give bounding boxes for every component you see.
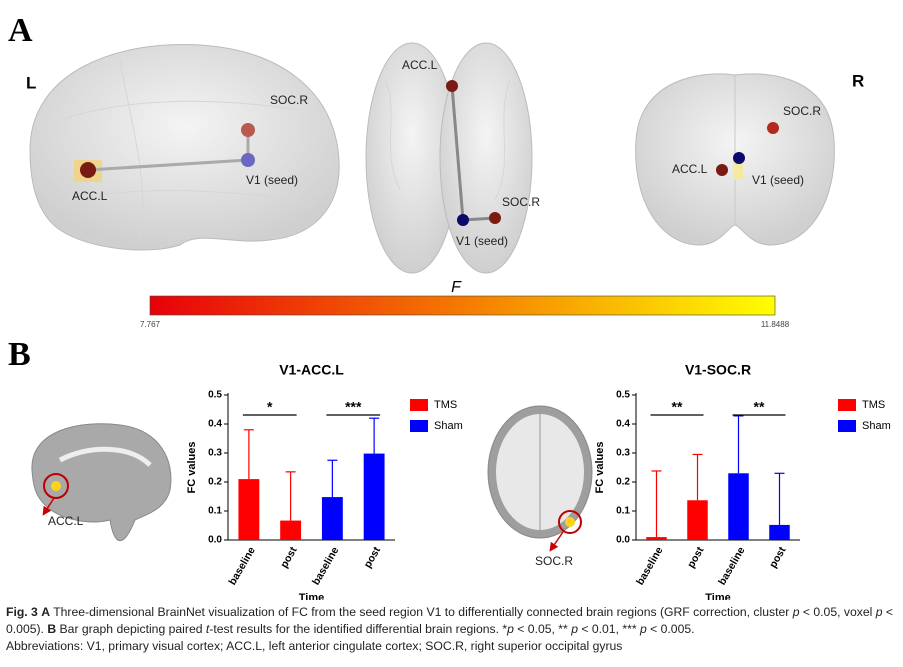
caption: Fig. 3 A Three-dimensional BrainNet visu…: [6, 604, 898, 655]
caption-run: p: [571, 622, 578, 636]
y-tick-label: 0.3: [616, 448, 630, 459]
inset-label: ACC.L: [48, 514, 84, 528]
y-axis-label: FC values: [594, 442, 606, 494]
caption-run: Fig. 3: [6, 605, 38, 619]
caption-run: A: [41, 605, 51, 619]
caption-run: < 0.005).: [6, 605, 894, 636]
colorbar-label: F: [451, 279, 462, 296]
significance-label: **: [754, 399, 765, 415]
x-tick-label: post: [278, 544, 300, 570]
significance-label: ***: [345, 399, 362, 415]
x-tick-label: post: [362, 544, 384, 570]
node-label: SOC.R: [502, 195, 540, 209]
side-label: L: [26, 73, 36, 92]
legend-swatch: [838, 399, 856, 411]
bar: [238, 479, 260, 540]
side-label: R: [852, 71, 864, 90]
legend-swatch: [838, 420, 856, 432]
node-label: ACC.L: [402, 58, 438, 72]
caption-text: Fig. 3 A Three-dimensional BrainNet visu…: [6, 604, 898, 638]
x-tick-label: baseline: [310, 545, 341, 588]
caption-run: < 0.05, voxel: [799, 605, 876, 619]
legend-label: Sham: [862, 420, 891, 432]
chart-title: V1-SOC.R: [685, 362, 751, 378]
panel-label: A: [8, 12, 33, 49]
y-tick-label: 0.3: [208, 448, 222, 459]
legend-label: TMS: [434, 399, 457, 411]
caption-run: < 0.05, **: [513, 622, 572, 636]
brain-sagittal: ACC.L: [31, 423, 172, 542]
figure: A L R SOC.R V1 (seed) ACC.L ACC.L SOC.R …: [8, 12, 891, 600]
inset-label: SOC.R: [535, 554, 573, 568]
node-label: ACC.L: [72, 189, 108, 203]
x-tick-label: post: [767, 544, 789, 570]
y-axis-label: FC values: [186, 442, 198, 494]
legend-swatch: [410, 399, 428, 411]
significance-label: **: [672, 399, 683, 415]
caption-run: t: [205, 622, 210, 636]
caption-run: < 0.01, ***: [577, 622, 640, 636]
caption-run: p: [507, 622, 514, 636]
chart-title: V1-ACC.L: [279, 362, 344, 378]
bar: [280, 520, 302, 540]
caption-run: p: [875, 605, 883, 619]
significance-label: *: [267, 399, 273, 415]
node-label: SOC.R: [783, 104, 821, 118]
node-label: V1 (seed): [752, 173, 804, 187]
x-axis-label: Time: [705, 592, 730, 600]
y-tick-label: 0.5: [616, 390, 630, 401]
caption-run: -test results for the identified differe…: [209, 622, 508, 636]
node-label: ACC.L: [672, 162, 708, 176]
caption-run: < 0.005.: [646, 622, 695, 636]
brain-lateral: SOC.R V1 (seed) ACC.L: [29, 43, 340, 251]
bar: [321, 497, 343, 540]
x-tick-label: post: [685, 544, 707, 570]
y-tick-label: 0.0: [208, 535, 222, 546]
node-label: V1 (seed): [246, 173, 298, 187]
brain-back: SOC.R ACC.L V1 (seed): [635, 73, 835, 246]
panel-label: B: [8, 336, 31, 373]
y-tick-label: 0.2: [208, 477, 222, 488]
colorbar-max: 11.8488: [761, 320, 790, 329]
caption-run: Three-dimensional BrainNet visualization…: [50, 605, 793, 619]
y-tick-label: 0.1: [616, 506, 630, 517]
caption-run: B: [47, 622, 57, 636]
brain-axial: SOC.R: [487, 405, 593, 568]
x-axis-label: Time: [299, 592, 324, 600]
x-tick-label: baseline: [716, 545, 747, 588]
abbreviations: Abbreviations: V1, primary visual cortex…: [6, 639, 623, 653]
y-tick-label: 0.2: [616, 477, 630, 488]
bar: [769, 524, 790, 540]
colorbar-min: 7.767: [140, 320, 161, 329]
caption-run: Bar graph depicting paired: [56, 622, 206, 636]
legend-swatch: [410, 420, 428, 432]
legend-label: TMS: [862, 399, 885, 411]
brain-top: ACC.L SOC.R V1 (seed): [365, 42, 540, 274]
x-tick-label: baseline: [226, 545, 257, 588]
node-label: V1 (seed): [456, 234, 508, 248]
bar: [646, 537, 667, 540]
node-label: SOC.R: [270, 93, 308, 107]
x-tick-label: baseline: [634, 545, 665, 588]
y-tick-label: 0.4: [208, 419, 222, 430]
caption-run: p: [792, 605, 800, 619]
bar: [687, 500, 708, 540]
legend-label: Sham: [434, 420, 463, 432]
y-tick-label: 0.1: [208, 506, 222, 517]
bar: [363, 453, 385, 540]
bar: [728, 473, 749, 540]
y-tick-label: 0.5: [208, 390, 222, 401]
y-tick-label: 0.4: [616, 419, 630, 430]
caption-run: p: [639, 622, 647, 636]
colorbar: [149, 295, 776, 316]
y-tick-label: 0.0: [616, 535, 630, 546]
